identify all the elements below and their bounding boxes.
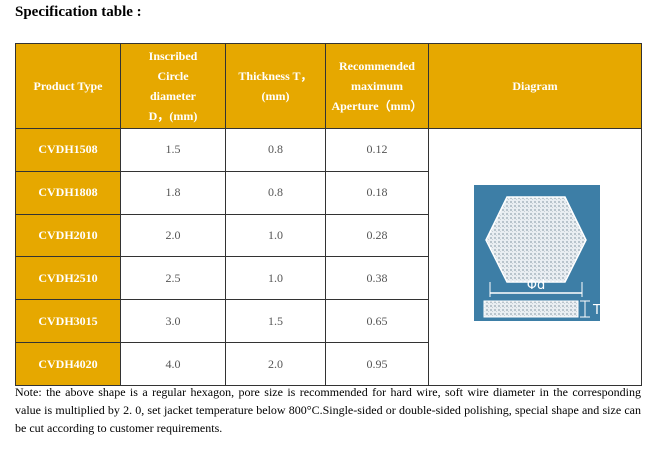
- cell: 1.8: [120, 170, 226, 215]
- header-row: Product Type Inscribed Circle diameter D…: [15, 43, 642, 129]
- product-type: CVDH4020: [15, 342, 121, 386]
- header-cell: Diagram: [428, 43, 642, 129]
- product-type: CVDH1808: [15, 170, 121, 215]
- cell: 2.5: [120, 256, 226, 301]
- thickness-label: T: [592, 303, 601, 318]
- product-type: CVDH2010: [15, 213, 121, 258]
- cell: 0.28: [325, 213, 429, 258]
- note: Note: the above shape is a regular hexag…: [15, 385, 641, 435]
- cell: 0.95: [325, 342, 429, 386]
- header-cell: Thickness T，(mm): [225, 43, 326, 129]
- title: Specification table :: [15, 4, 142, 20]
- cell: 2.0: [120, 213, 226, 258]
- thickness-view: [483, 300, 578, 318]
- cell: 3.0: [120, 299, 226, 344]
- table-row: CVDH1508 1.5 0.8 0.12 Φd T: [15, 128, 642, 386]
- cell: 0.8: [225, 170, 326, 215]
- table-row: CVDH1808 1.8 0.8 0.18: [15, 170, 642, 215]
- cell: 1.0: [225, 256, 326, 301]
- table-row: CVDH3015 3.0 1.5 0.65: [15, 299, 642, 344]
- header-cell: Recommended maximum Aperture（mm）: [325, 43, 429, 129]
- cell: 0.8: [225, 128, 326, 172]
- cell: 0.18: [325, 170, 429, 215]
- product-type: CVDH2510: [15, 256, 121, 301]
- cell: 0.38: [325, 256, 429, 301]
- cell: 0.65: [325, 299, 429, 344]
- cell: 1.5: [225, 299, 326, 344]
- diagram: Φd T: [473, 185, 601, 321]
- table-body: CVDH1508 1.5 0.8 0.12 Φd T CVDH1808 1.8 0.8 0.…: [15, 128, 642, 386]
- cell: 2.0: [225, 342, 326, 386]
- table-row: CVDH4020 4.0 2.0 0.95: [15, 342, 642, 386]
- hexagon: [484, 196, 587, 283]
- product-type: CVDH3015: [15, 299, 121, 344]
- cell: 0.12: [325, 128, 429, 172]
- product-type: CVDH1508: [15, 128, 121, 172]
- cell: 1.5: [120, 128, 226, 172]
- diagram-cell: Φd T: [428, 128, 642, 386]
- table-row: CVDH2510 2.5 1.0 0.38: [15, 256, 642, 301]
- diameter-label: Φd: [526, 278, 544, 293]
- cell: 1.0: [225, 213, 326, 258]
- spec-table: Product Type Inscribed Circle diameter D…: [15, 43, 642, 386]
- header-cell: Product Type: [15, 43, 121, 129]
- cell: 4.0: [120, 342, 226, 386]
- table-row: CVDH2010 2.0 1.0 0.28: [15, 213, 642, 258]
- header-cell: Inscribed Circle diameter D，(mm): [120, 43, 226, 129]
